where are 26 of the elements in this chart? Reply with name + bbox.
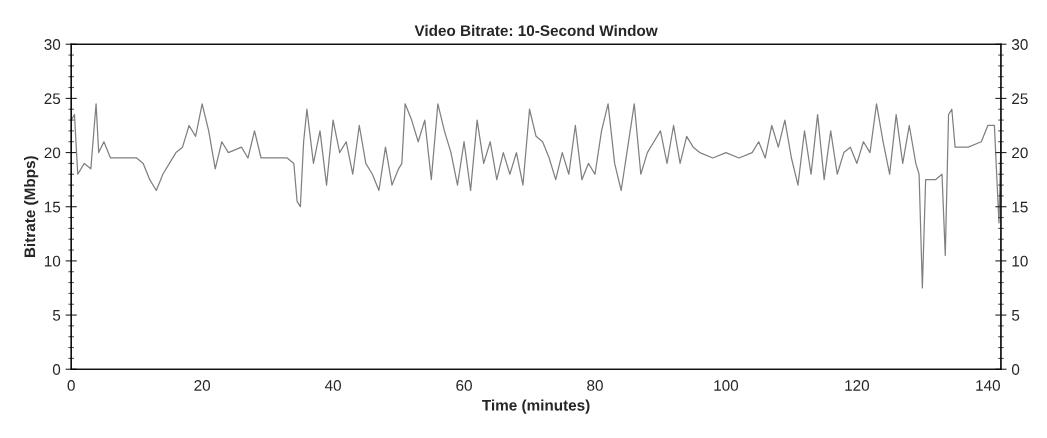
x-tick-label: 100 bbox=[714, 380, 739, 391]
chart-title: Video Bitrate: 10-Second Window bbox=[414, 24, 658, 37]
x-tick-label: 140 bbox=[976, 380, 1000, 391]
y-tick-label: 20 bbox=[44, 147, 61, 159]
y2-tick-label: 10 bbox=[1012, 255, 1028, 267]
y-tick-label: 0 bbox=[52, 364, 61, 375]
line-series bbox=[71, 103, 1001, 289]
x-axis-title: Time (minutes) bbox=[482, 399, 590, 414]
y2-tick-label: 0 bbox=[1011, 364, 1020, 375]
x-tick-label: 0 bbox=[67, 380, 75, 391]
y2-tick-label: 5 bbox=[1011, 310, 1020, 321]
y-tick-label: 10 bbox=[44, 255, 61, 267]
y2-tick-label: 25 bbox=[1012, 93, 1028, 105]
y2-tick-label: 20 bbox=[1012, 147, 1028, 159]
x-tick-label: 120 bbox=[845, 380, 870, 391]
x-tick-label: 40 bbox=[324, 380, 341, 391]
y-tick-label: 5 bbox=[52, 310, 61, 321]
y2-tick-label: 30 bbox=[1011, 39, 1028, 50]
y-tick-label: 15 bbox=[44, 201, 61, 213]
y-axis-title: Bitrate (Mbps) bbox=[23, 156, 39, 258]
y-tick-label: 25 bbox=[44, 93, 61, 105]
x-tick-label: 60 bbox=[456, 380, 472, 391]
x-tick-label: 80 bbox=[587, 380, 603, 391]
y-tick-label: 30 bbox=[44, 39, 61, 50]
y2-tick-label: 15 bbox=[1012, 201, 1028, 213]
x-tick-label: 20 bbox=[194, 380, 211, 391]
